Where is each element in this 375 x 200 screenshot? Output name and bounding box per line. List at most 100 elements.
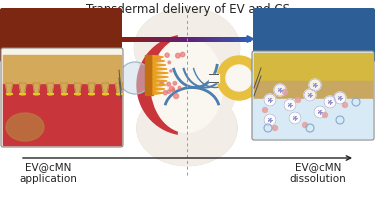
Circle shape [159, 83, 162, 86]
Bar [239, 36, 242, 42]
Polygon shape [19, 83, 26, 95]
Polygon shape [153, 88, 165, 90]
Bar [246, 36, 248, 42]
Polygon shape [153, 68, 167, 71]
Circle shape [167, 82, 171, 86]
Bar [242, 36, 244, 42]
Bar [162, 36, 165, 42]
Bar [182, 36, 184, 42]
Circle shape [309, 79, 321, 91]
Wedge shape [178, 35, 237, 135]
Bar [150, 36, 152, 42]
Polygon shape [33, 83, 40, 95]
Bar [130, 36, 133, 42]
Ellipse shape [151, 38, 223, 132]
Circle shape [119, 62, 151, 94]
Ellipse shape [140, 50, 195, 120]
Polygon shape [153, 72, 168, 74]
FancyBboxPatch shape [252, 51, 374, 140]
Circle shape [174, 94, 178, 99]
Bar [233, 36, 236, 42]
Polygon shape [153, 79, 167, 82]
Circle shape [172, 88, 174, 91]
Bar [158, 36, 161, 42]
Circle shape [304, 89, 316, 101]
Bar [254, 81, 372, 99]
FancyBboxPatch shape [0, 8, 122, 62]
Bar [248, 36, 250, 42]
Bar [184, 36, 186, 42]
Bar [211, 36, 214, 42]
Polygon shape [153, 64, 166, 66]
Circle shape [284, 99, 296, 111]
Bar [141, 36, 144, 42]
Bar [201, 36, 204, 42]
Bar [133, 36, 135, 42]
Circle shape [169, 86, 174, 91]
Circle shape [156, 56, 159, 58]
Bar [180, 36, 182, 42]
Bar [231, 36, 233, 42]
Polygon shape [47, 83, 54, 95]
Bar [148, 36, 150, 42]
Circle shape [322, 112, 327, 117]
Bar [128, 36, 131, 42]
Bar [3, 83, 121, 145]
Bar [195, 36, 197, 42]
Ellipse shape [135, 8, 240, 88]
Bar [188, 36, 191, 42]
Bar [222, 36, 225, 42]
Circle shape [226, 65, 252, 91]
Bar [3, 55, 121, 83]
Bar [147, 70, 227, 110]
Bar [192, 36, 195, 42]
Circle shape [262, 108, 267, 112]
Circle shape [274, 84, 286, 96]
Bar [244, 36, 246, 42]
Bar [254, 99, 372, 138]
Circle shape [180, 52, 185, 57]
Bar [190, 36, 193, 42]
Text: Inflamed
joint: Inflamed joint [36, 24, 86, 46]
Bar [216, 36, 219, 42]
Ellipse shape [6, 113, 44, 141]
Polygon shape [153, 84, 166, 86]
Text: Recovering
inflamed joint: Recovering inflamed joint [275, 24, 352, 46]
Circle shape [160, 82, 164, 85]
Bar [218, 36, 220, 42]
Polygon shape [6, 83, 12, 95]
Bar [254, 53, 372, 81]
Bar [169, 36, 172, 42]
Bar [214, 36, 216, 42]
Circle shape [296, 98, 300, 102]
Polygon shape [74, 83, 81, 95]
Bar [229, 36, 231, 42]
Bar [143, 36, 146, 42]
Circle shape [289, 112, 301, 124]
Bar [160, 36, 163, 42]
Ellipse shape [137, 90, 237, 166]
Circle shape [176, 53, 180, 58]
Bar [156, 36, 159, 42]
Circle shape [342, 102, 348, 108]
Bar [126, 36, 129, 42]
Bar [237, 36, 240, 42]
Circle shape [163, 91, 167, 95]
Circle shape [173, 82, 177, 85]
Bar [124, 36, 127, 42]
Polygon shape [88, 83, 95, 95]
Circle shape [165, 53, 169, 57]
Bar [186, 36, 189, 42]
Bar [176, 36, 178, 42]
Bar [207, 36, 210, 42]
Bar [146, 36, 148, 42]
Bar [196, 36, 199, 42]
Circle shape [264, 94, 276, 106]
Bar [139, 36, 142, 42]
Bar [220, 36, 223, 42]
Circle shape [157, 57, 160, 61]
Circle shape [314, 106, 326, 118]
Polygon shape [60, 83, 68, 95]
Bar [171, 36, 174, 42]
Text: EV@cMN
dissolution: EV@cMN dissolution [290, 162, 346, 184]
